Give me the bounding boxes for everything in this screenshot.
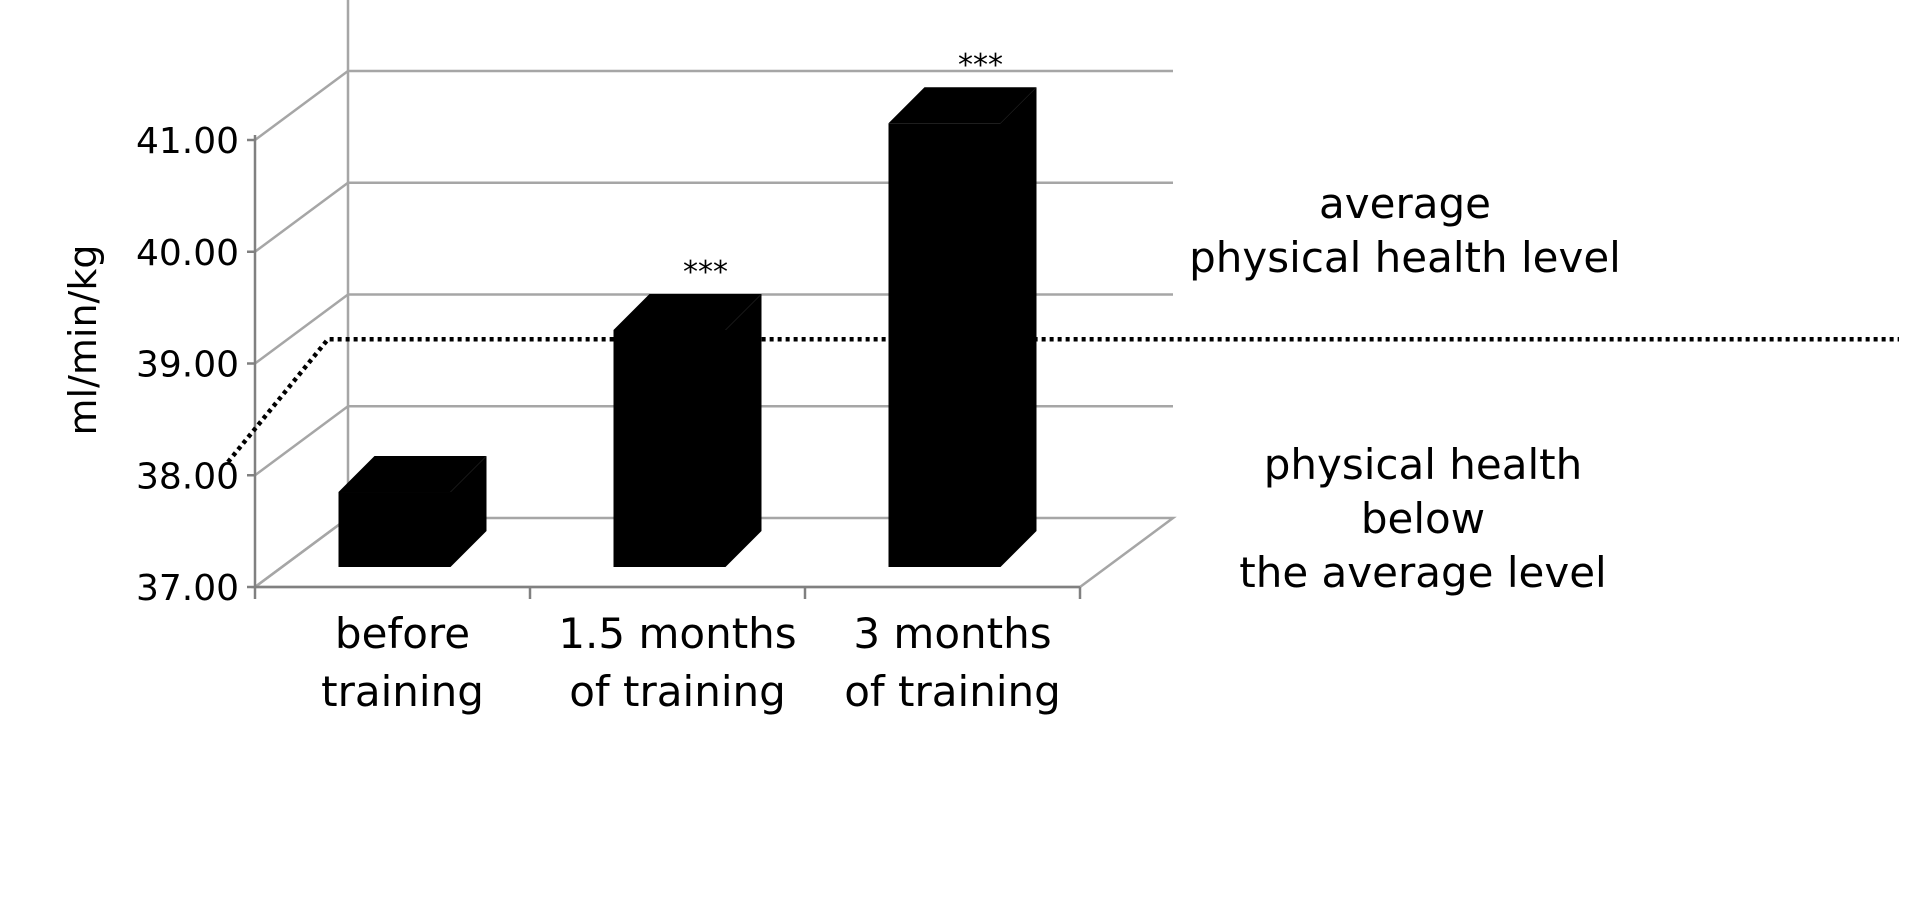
bar bbox=[613, 293, 762, 567]
bar-side-face bbox=[450, 456, 487, 567]
significance-marker: *** bbox=[683, 255, 728, 290]
zone-label-below: physical health bbox=[1264, 440, 1583, 489]
bar bbox=[338, 456, 487, 567]
x-category-label: of training bbox=[569, 667, 786, 716]
bar-side-face bbox=[725, 293, 762, 567]
gridline-side bbox=[254, 293, 349, 365]
y-tick-label: 37.00 bbox=[136, 568, 239, 609]
axes bbox=[247, 135, 1082, 599]
bar-top-face bbox=[888, 87, 1037, 124]
x-category-label: training bbox=[321, 667, 484, 716]
bar-side-face bbox=[1000, 87, 1037, 568]
chart-text: 37.00 38.00 39.00 40.00 41.00 ml/min/kg *** ***… bbox=[61, 48, 1621, 716]
zone-label-above: average bbox=[1319, 179, 1491, 228]
significance-marker: *** bbox=[958, 48, 1003, 83]
y-axis-title: ml/min/kg bbox=[61, 245, 105, 436]
gridline-side bbox=[254, 69, 349, 142]
bar-front-face bbox=[338, 492, 451, 567]
bars bbox=[338, 87, 1037, 568]
bar-front-face bbox=[888, 123, 1001, 568]
bar-front-face bbox=[613, 329, 726, 567]
x-category-label: 1.5 months bbox=[558, 609, 796, 658]
bar-top-face bbox=[338, 456, 487, 493]
zone-label-above: physical health level bbox=[1189, 233, 1621, 282]
reference-line-dotted bbox=[226, 336, 1899, 464]
y-tick-label: 39.00 bbox=[136, 345, 239, 386]
zone-label-below: the average level bbox=[1239, 548, 1606, 597]
y-tick-label: 38.00 bbox=[136, 456, 239, 497]
bar bbox=[888, 87, 1037, 568]
bar-top-face bbox=[613, 293, 762, 330]
gridline-side bbox=[254, 181, 349, 253]
zone-label-below: below bbox=[1361, 494, 1485, 543]
x-category-label: before bbox=[335, 609, 470, 658]
y-tick-label: 41.00 bbox=[136, 121, 239, 162]
x-category-label: 3 months bbox=[853, 609, 1051, 658]
x-category-label: of training bbox=[844, 667, 1061, 716]
y-tick-label: 40.00 bbox=[136, 233, 239, 274]
reference-line bbox=[226, 336, 1899, 464]
gridline-side bbox=[254, 405, 349, 477]
